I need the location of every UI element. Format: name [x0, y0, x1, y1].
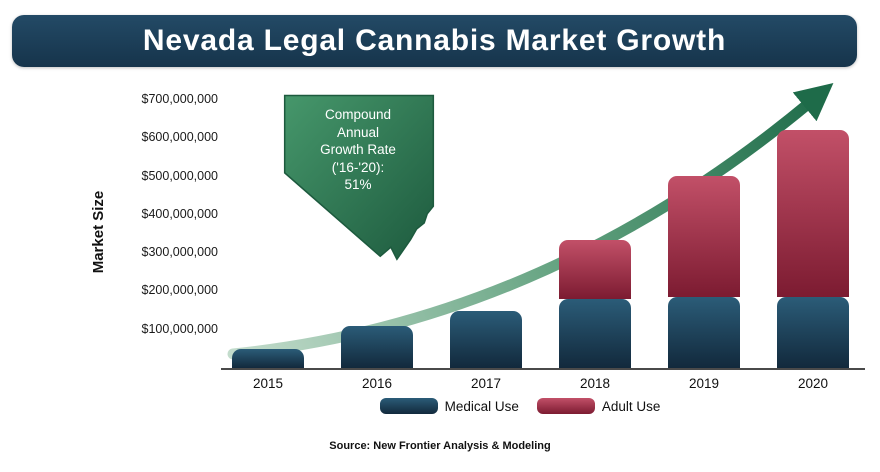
y-axis-tick-label: $700,000,000	[141, 92, 218, 106]
x-axis-label-2018: 2018	[579, 376, 611, 391]
x-axis-line	[221, 368, 865, 370]
callout-line-4: ('16-'20):	[331, 159, 385, 175]
title-banner: Nevada Legal Cannabis Market Growth	[12, 15, 857, 67]
callout-line-2: Annual	[336, 124, 380, 140]
callout-line-1: Compound	[324, 107, 392, 122]
legend-label: Adult Use	[601, 398, 661, 414]
x-axis-label-2015: 2015	[252, 376, 284, 391]
y-axis: $100,000,000 $200,000,000 $300,000,000 $400…	[118, 0, 218, 472]
y-axis-tick-label: $600,000,000	[141, 130, 218, 145]
legend-item-adult-use: Adult Use	[536, 398, 661, 414]
legend-swatch-medical-use	[379, 398, 438, 414]
cagr-callout-text: Compound Annual Growth Rate ('16-'20): 5…	[290, 106, 426, 194]
page-title: Nevada Legal Cannabis Market Growth	[142, 24, 727, 57]
y-axis-tick-label: $400,000,000	[141, 206, 218, 221]
x-axis-label-2020: 2020	[797, 376, 829, 391]
y-axis-tick-label: $100,000,000	[141, 321, 218, 336]
legend: Medical Use Adult Use	[200, 395, 840, 417]
legend-label: Medical Use	[444, 398, 519, 414]
y-axis-tick-label: $500,000,000	[141, 168, 218, 183]
x-axis-label-2019: 2019	[688, 376, 720, 391]
x-axis-label-2017: 2017	[470, 376, 502, 391]
x-axis-label-2016: 2016	[361, 376, 393, 391]
callout-line-5: 51%	[344, 177, 372, 192]
callout-line-3: Growth Rate	[320, 142, 396, 157]
legend-swatch-adult-use	[536, 398, 595, 414]
y-axis-tick-label: $300,000,000	[141, 245, 218, 260]
legend-item-medical-use: Medical Use	[379, 398, 519, 414]
source-note: Source: New Frontier Analysis & Modeling	[329, 440, 551, 452]
y-axis-tick-label: $200,000,000	[141, 283, 218, 298]
